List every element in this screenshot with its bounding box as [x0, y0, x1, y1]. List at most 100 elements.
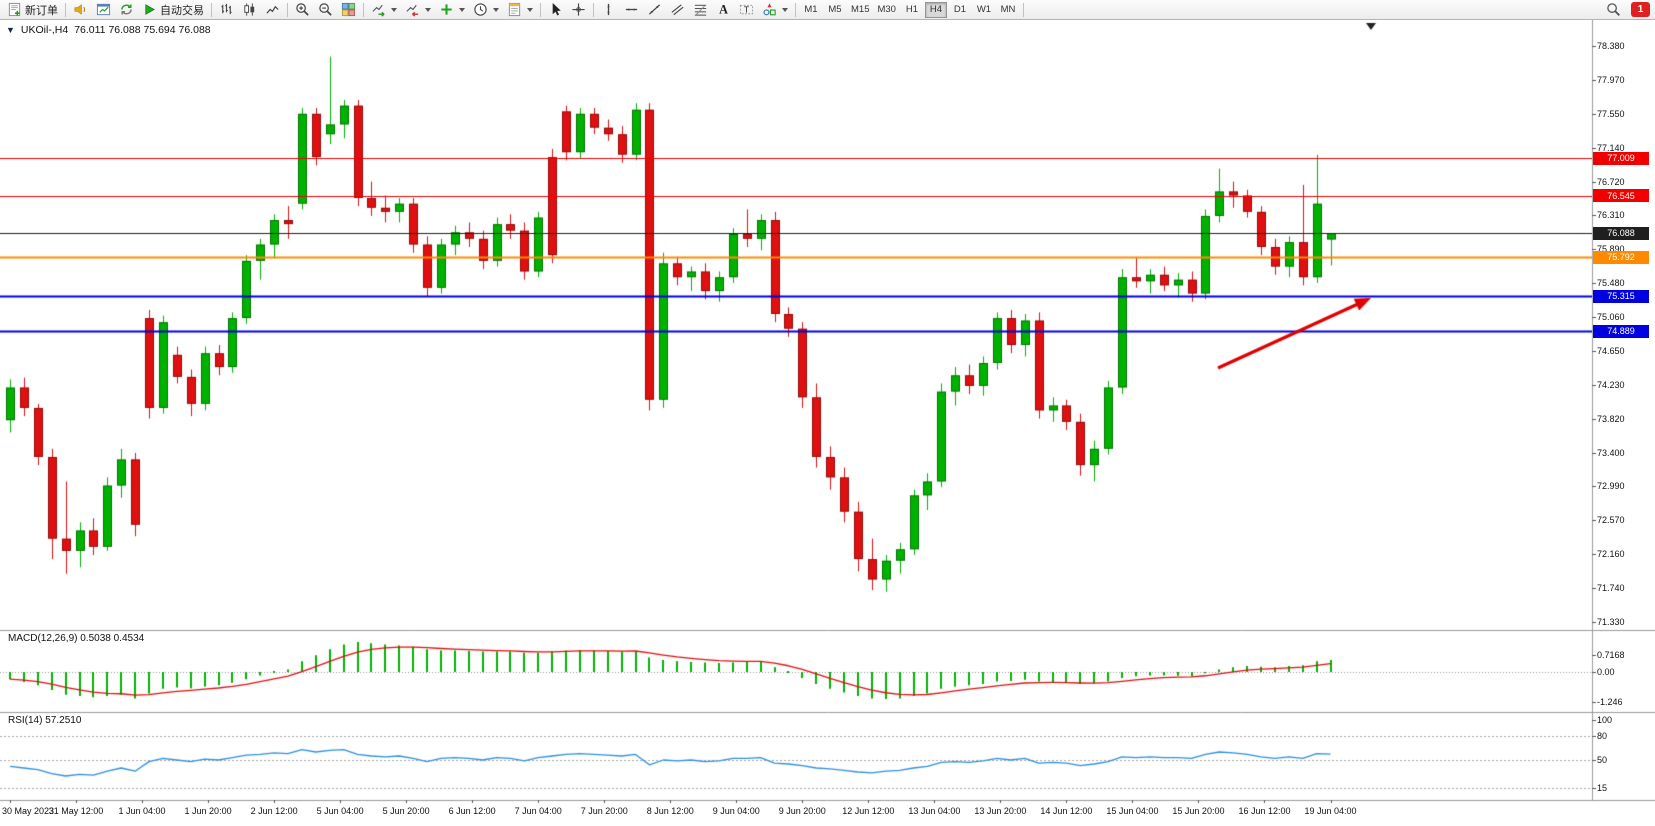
alerts-button[interactable] — [69, 1, 92, 19]
time-axis-label: 16 Jun 12:00 — [1238, 806, 1291, 816]
shapes-icon — [762, 2, 777, 17]
zoom-in-button[interactable] — [291, 1, 314, 19]
macd-axis-label: 0.00 — [1597, 667, 1615, 677]
time-axis-label: 19 Jun 04:00 — [1304, 806, 1357, 816]
crosshair-icon — [571, 2, 586, 17]
price-axis-label: 71.740 — [1597, 583, 1625, 594]
notification-badge[interactable]: 1 — [1631, 2, 1650, 17]
timeframe-button-m5[interactable]: M5 — [824, 2, 846, 18]
candlestick-chart-button[interactable] — [238, 1, 261, 19]
timeframe-button-w1[interactable]: W1 — [973, 2, 995, 18]
rsi-axis-label: 100 — [1597, 715, 1613, 725]
price-tag-75.315: 75.315 — [1593, 289, 1649, 303]
shapes-button[interactable] — [758, 1, 792, 19]
time-axis-label: 1 Jun 20:00 — [184, 806, 232, 816]
horizontal-line-icon — [624, 2, 639, 17]
bar-chart-icon — [219, 2, 234, 17]
toolbar-separator — [593, 2, 594, 17]
time-axis-label: 15 Jun 20:00 — [1172, 806, 1225, 816]
autoscroll-icon — [371, 2, 386, 17]
price-axis-label: 74.230 — [1597, 379, 1625, 390]
new-order-button[interactable]: 新订单 — [3, 1, 62, 19]
price-axis-label: 71.330 — [1597, 617, 1625, 627]
clock-icon — [473, 2, 488, 17]
chart-symbol-label: UKOil-,H4 — [20, 24, 69, 36]
timeframe-button-h4[interactable]: H4 — [924, 1, 947, 18]
toolbar-separator — [363, 2, 364, 17]
tile-windows-icon — [341, 2, 356, 17]
chart-canvas[interactable] — [0, 20, 1655, 826]
refresh-button[interactable] — [115, 1, 138, 19]
bar-chart-button[interactable] — [215, 1, 238, 19]
label-button[interactable]: T — [735, 1, 758, 19]
line-chart-button[interactable] — [261, 1, 284, 19]
time-axis-label: 12 Jun 12:00 — [842, 806, 895, 816]
chart-shift-icon — [405, 2, 420, 17]
cycle-icon — [119, 2, 134, 17]
text-icon: A — [716, 2, 731, 17]
cursor-button[interactable] — [544, 1, 567, 19]
chart-window: ▼ UKOil-,H4 76.011 76.088 75.694 76.088 … — [0, 20, 1655, 826]
timeframe-button-m30[interactable]: M30 — [874, 2, 898, 18]
price-tag-77.009: 77.009 — [1593, 151, 1649, 165]
label-icon: T — [739, 2, 754, 17]
trendline-button[interactable] — [643, 1, 666, 19]
time-axis-label: 31 May 12:00 — [48, 806, 104, 816]
chevron-down-icon — [459, 7, 465, 12]
toolbar-buttons: 新订单 自动交易 A T M1 M5 M15 M30 H1 H4 D1 W1 MN — [3, 0, 1027, 19]
vertical-line-icon — [601, 2, 616, 17]
autotrading-icon — [142, 2, 157, 17]
text-button[interactable]: A — [712, 1, 735, 19]
time-axis-label: 13 Jun 04:00 — [908, 806, 961, 816]
price-axis-label: 72.160 — [1597, 549, 1625, 560]
chevron-down-icon — [493, 7, 499, 12]
macd-indicator-label: MACD(12,26,9) 0.5038 0.4534 — [8, 633, 145, 644]
vertical-line-button[interactable] — [597, 1, 620, 19]
timeframe-button-mn[interactable]: MN — [997, 2, 1019, 18]
time-axis-label: 13 Jun 20:00 — [974, 806, 1027, 816]
timeframe-button-h1[interactable]: H1 — [901, 2, 923, 18]
autotrading-button[interactable]: 自动交易 — [138, 1, 208, 19]
templates-button[interactable] — [503, 1, 537, 19]
horizontal-line-button[interactable] — [620, 1, 643, 19]
time-axis-label: 1 Jun 04:00 — [118, 806, 166, 816]
time-axis-label: 9 Jun 20:00 — [778, 806, 826, 816]
zoom-out-icon — [318, 2, 333, 17]
timeframe-button-m15[interactable]: M15 — [848, 2, 872, 18]
svg-text:T: T — [744, 4, 749, 14]
price-axis-label: 75.060 — [1597, 312, 1625, 323]
indicators-button[interactable] — [435, 1, 469, 19]
time-axis-label: 15 Jun 04:00 — [1106, 806, 1159, 816]
rsi-indicator-label: RSI(14) 57.2510 — [8, 715, 82, 726]
crosshair-button[interactable] — [567, 1, 590, 19]
price-axis-label: 73.820 — [1597, 413, 1625, 424]
price-axis-label: 72.570 — [1597, 515, 1625, 526]
chevron-down-icon — [782, 7, 788, 12]
time-axis-label: 6 Jun 12:00 — [448, 806, 496, 816]
chart-shift-button[interactable] — [401, 1, 435, 19]
fibonacci-button[interactable] — [689, 1, 712, 19]
rsi-axis-label: 50 — [1597, 755, 1608, 765]
tile-windows-button[interactable] — [337, 1, 360, 19]
timeframe-button-d1[interactable]: D1 — [949, 2, 971, 18]
time-axis-label: 9 Jun 04:00 — [712, 806, 760, 816]
toolbar-right: 1 — [1602, 1, 1652, 19]
cursor-icon — [548, 2, 563, 17]
toolbar-separator — [1022, 2, 1024, 17]
price-axis-label: 77.550 — [1597, 108, 1625, 119]
chart-window-icon — [96, 2, 111, 17]
periods-button[interactable] — [469, 1, 503, 19]
search-button[interactable] — [1602, 1, 1625, 19]
chart-header: ▼ UKOil-,H4 76.011 76.088 75.694 76.088 — [6, 24, 211, 36]
template-icon — [507, 2, 522, 17]
autoscroll-button[interactable] — [367, 1, 401, 19]
channel-button[interactable] — [666, 1, 689, 19]
new-chart-button[interactable] — [92, 1, 115, 19]
timeframe-button-m1[interactable]: M1 — [800, 2, 822, 18]
toolbar-separator — [287, 2, 288, 17]
price-axis-label: 77.970 — [1597, 74, 1625, 85]
collapse-icon[interactable]: ▼ — [6, 25, 15, 35]
toolbar-separator — [211, 2, 212, 17]
zoom-out-button[interactable] — [314, 1, 337, 19]
toolbar-separator — [540, 2, 541, 17]
